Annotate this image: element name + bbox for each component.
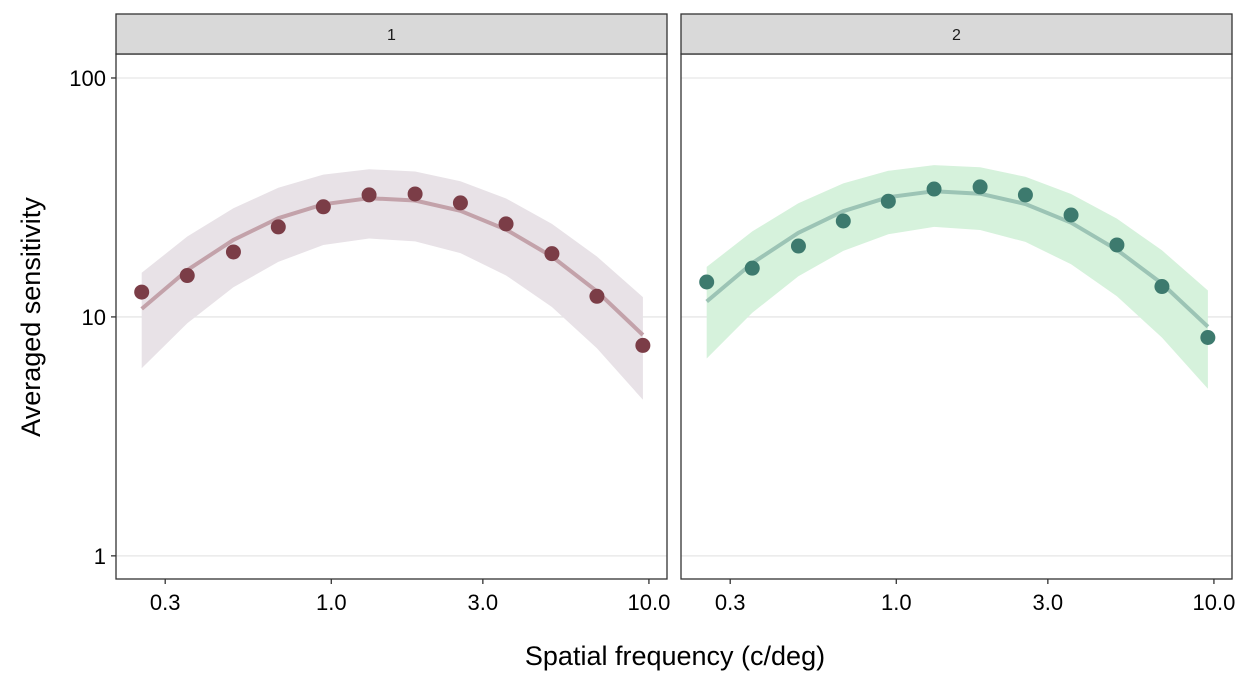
facet-strip-label: 1 bbox=[387, 27, 396, 44]
data-point bbox=[134, 284, 150, 300]
x-tick-label: 10.0 bbox=[628, 590, 671, 615]
data-point bbox=[972, 179, 988, 195]
panel-2: 2 0.3 1.0 3.0 10.0 bbox=[680, 13, 1236, 615]
data-point bbox=[926, 181, 942, 197]
x-tick-label: 3.0 bbox=[468, 590, 499, 615]
data-point bbox=[270, 219, 286, 235]
data-point bbox=[699, 274, 715, 290]
y-tick-label: 1 bbox=[94, 544, 106, 569]
data-point bbox=[361, 187, 377, 203]
data-point bbox=[544, 246, 560, 262]
data-point bbox=[1200, 330, 1216, 346]
x-tick-label: 0.3 bbox=[715, 590, 746, 615]
x-tick-label: 1.0 bbox=[881, 590, 912, 615]
data-point bbox=[744, 260, 760, 276]
y-axis-label: Averaged sensitivity bbox=[16, 197, 46, 437]
data-point bbox=[315, 199, 331, 215]
data-point bbox=[635, 337, 651, 353]
data-point bbox=[407, 186, 423, 202]
data-point bbox=[589, 288, 605, 304]
data-point bbox=[1063, 207, 1079, 223]
facet-strip bbox=[680, 13, 1233, 55]
data-point bbox=[1109, 237, 1125, 253]
facet-strip-label: 2 bbox=[952, 27, 961, 44]
facet-strip bbox=[115, 13, 668, 55]
confidence-ribbon bbox=[141, 169, 643, 400]
panel-1: 1 0.3 1.0 3.0 10.0 bbox=[115, 13, 671, 615]
y-tick-label: 10 bbox=[82, 305, 106, 330]
confidence-ribbon bbox=[706, 165, 1208, 389]
data-point bbox=[452, 195, 468, 211]
data-point bbox=[880, 193, 896, 209]
x-tick-label: 10.0 bbox=[1193, 590, 1236, 615]
data-point bbox=[498, 216, 514, 232]
x-axis-label: Spatial frequency (c/deg) bbox=[525, 641, 825, 671]
x-tick-label: 1.0 bbox=[316, 590, 347, 615]
data-point bbox=[179, 268, 195, 284]
x-tick-label: 3.0 bbox=[1033, 590, 1064, 615]
fit-line bbox=[140, 196, 645, 337]
data-point bbox=[1017, 187, 1033, 203]
data-point bbox=[225, 244, 241, 260]
data-point bbox=[1154, 279, 1170, 295]
y-tick-label: 100 bbox=[69, 66, 106, 91]
x-tick-label: 0.3 bbox=[150, 590, 181, 615]
data-point bbox=[835, 213, 851, 229]
data-point bbox=[790, 238, 806, 254]
fit-line bbox=[705, 189, 1210, 329]
